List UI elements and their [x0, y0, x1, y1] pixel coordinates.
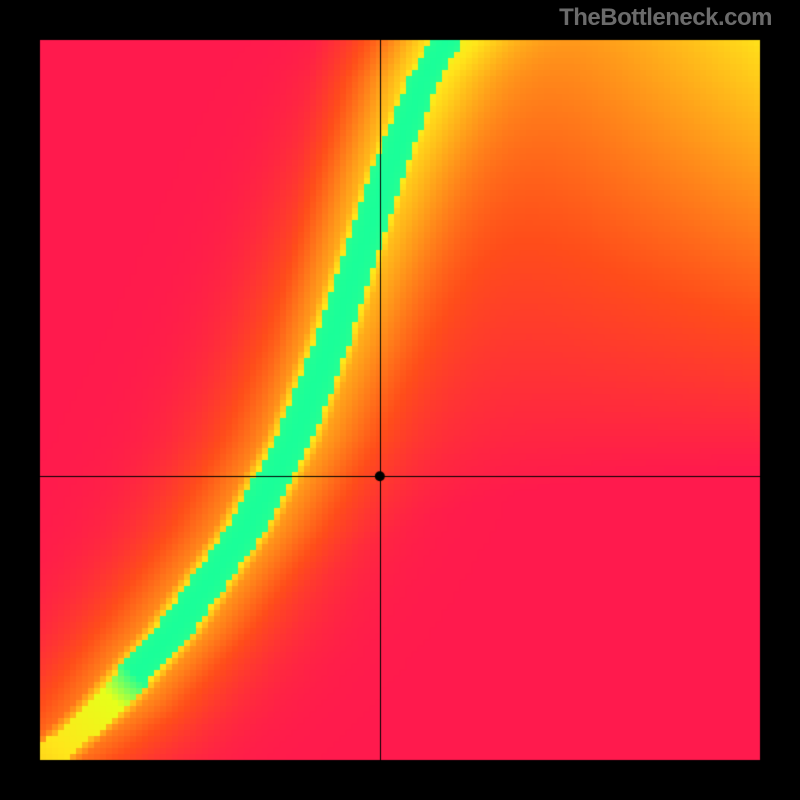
bottleneck-heatmap — [0, 0, 800, 800]
watermark-text: TheBottleneck.com — [559, 4, 772, 32]
